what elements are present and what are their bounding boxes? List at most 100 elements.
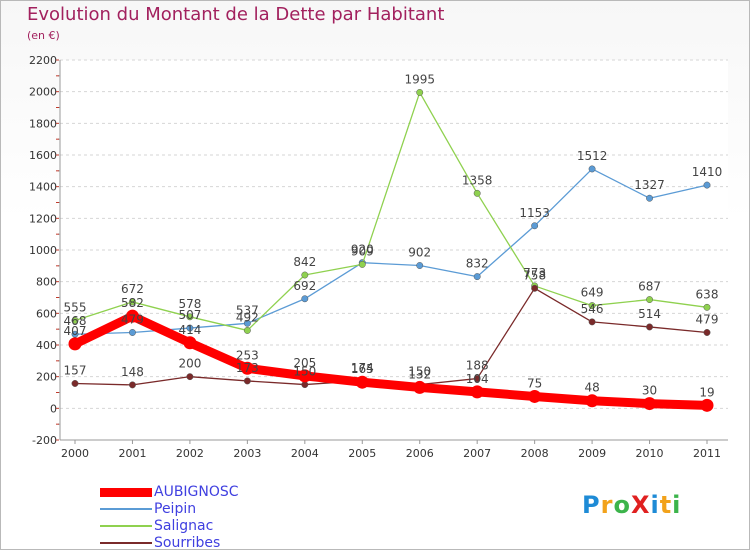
data-point-aubignosc (413, 380, 427, 394)
data-point-aubignosc (240, 361, 254, 375)
x-tick-label: 2006 (406, 447, 434, 460)
legend-label: Salignac (154, 518, 214, 534)
data-label-aubignosc: 75 (527, 376, 542, 390)
data-point-salignac (186, 313, 194, 321)
data-point-salignac (358, 260, 366, 268)
data-label-aubignosc: 48 (584, 381, 599, 395)
y-tick-label: 1600 (29, 149, 57, 162)
data-label-sourribes: 546 (581, 302, 604, 316)
y-tick-label: 1400 (29, 181, 57, 194)
data-point-aubignosc (528, 389, 542, 403)
y-tick-label: -200 (32, 434, 57, 447)
data-point-aubignosc (585, 394, 599, 408)
data-label-salignac: 578 (178, 297, 201, 311)
data-label-salignac: 909 (351, 244, 374, 258)
y-tick-label: 0 (50, 402, 57, 415)
data-point-peipin (646, 194, 653, 202)
data-point-sourribes (646, 323, 653, 331)
proxiti-logo: ProXiti (582, 491, 681, 519)
x-tick-label: 2009 (578, 447, 606, 460)
y-tick-label: 400 (36, 339, 57, 352)
logo-letter: i (650, 491, 660, 519)
data-label-peipin: 902 (408, 246, 431, 260)
data-label-peipin: 692 (293, 279, 316, 293)
data-label-salignac: 842 (293, 255, 316, 269)
data-label-peipin: 920 (351, 243, 374, 257)
x-tick-label: 2005 (348, 447, 376, 460)
data-label-salignac: 1995 (404, 72, 435, 86)
data-point-sourribes (129, 381, 136, 389)
data-label-aubignosc: 165 (351, 362, 374, 376)
x-tick-label: 2001 (118, 447, 146, 460)
data-point-peipin (301, 295, 309, 303)
y-tick-label: 200 (36, 371, 57, 384)
logo-letter: o (613, 491, 631, 519)
data-point-aubignosc (355, 375, 369, 389)
data-label-salignac: 492 (236, 310, 259, 324)
data-point-salignac (243, 326, 251, 334)
logo-letter: P (582, 491, 601, 519)
data-label-sourribes: 188 (466, 359, 489, 373)
data-label-aubignosc: 19 (699, 385, 714, 399)
series-line-aubignosc (70, 311, 712, 410)
data-label-sourribes: 148 (121, 365, 144, 379)
data-point-peipin (531, 222, 539, 230)
y-tick-label: 600 (36, 307, 57, 320)
data-point-salignac (416, 89, 424, 96)
data-point-sourribes (703, 329, 711, 336)
data-point-salignac (301, 271, 309, 279)
data-label-salignac: 649 (581, 286, 604, 300)
x-tick-label: 2000 (61, 447, 89, 460)
data-point-salignac (71, 317, 79, 324)
x-tick-label: 2011 (693, 447, 721, 460)
data-point-sourribes (588, 318, 596, 326)
data-point-sourribes (186, 373, 194, 381)
data-label-peipin: 468 (64, 314, 87, 328)
data-label-salignac: 687 (638, 280, 661, 294)
chart-title: Evolution du Montant de la Dette par Hab… (27, 4, 445, 25)
data-label-sourribes: 174 (351, 361, 374, 375)
logo-letter: X (630, 491, 651, 519)
data-label-peipin: 1327 (634, 178, 665, 192)
data-label-aubignosc: 407 (64, 324, 87, 338)
data-label-sourribes: 173 (236, 361, 259, 375)
legend-label: Peipin (154, 501, 197, 517)
data-label-peipin: 1410 (692, 165, 723, 179)
data-point-sourribes (71, 380, 79, 387)
data-point-peipin (186, 324, 194, 332)
data-label-aubignosc: 253 (236, 348, 259, 362)
data-label-peipin: 1153 (519, 206, 550, 220)
data-point-sourribes (531, 284, 539, 292)
data-label-peipin: 507 (178, 308, 201, 322)
data-point-peipin (588, 165, 596, 173)
y-tick-label: 800 (36, 276, 57, 289)
logo-letter: i (672, 491, 682, 519)
data-point-salignac (129, 298, 136, 306)
data-label-salignac: 672 (121, 282, 144, 296)
logo-letter: r (600, 491, 614, 519)
data-point-aubignosc (298, 369, 312, 383)
legend-swatch (100, 487, 152, 497)
series-line-peipin (74, 168, 708, 335)
data-label-aubignosc: 414 (178, 323, 201, 337)
data-label-peipin: 537 (236, 303, 259, 317)
chart-subtitle: (en €) (27, 29, 60, 42)
data-label-peipin: 1512 (577, 149, 608, 163)
data-label-peipin: 479 (121, 312, 144, 326)
legend-label: Sourribes (154, 535, 221, 551)
x-tick-label: 2010 (636, 447, 664, 460)
data-label-aubignosc: 205 (293, 356, 316, 370)
data-label-sourribes: 150 (408, 365, 431, 379)
data-point-salignac (473, 189, 481, 197)
x-tick-label: 2002 (176, 447, 204, 460)
data-label-sourribes: 514 (638, 307, 661, 321)
legend-swatch (100, 525, 152, 527)
data-point-peipin (243, 319, 251, 327)
data-point-sourribes (243, 377, 251, 385)
data-label-salignac: 773 (523, 266, 546, 280)
y-tick-label: 1000 (29, 244, 57, 257)
data-label-sourribes: 150 (293, 365, 316, 379)
data-point-salignac (646, 296, 653, 304)
y-tick-label: 1200 (29, 212, 57, 225)
